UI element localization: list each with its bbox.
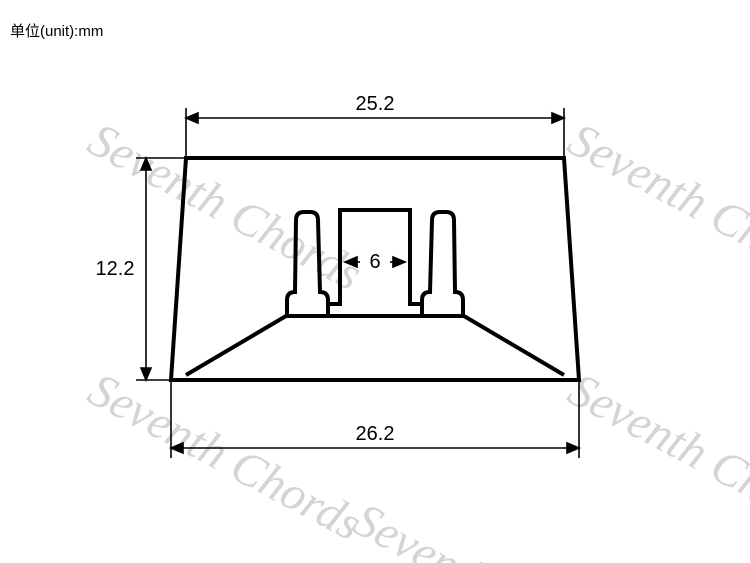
watermark-group: Seventh Chords Seventh Chords Seventh Ch… [80,113,750,563]
watermark-text: Seventh Chords [560,113,750,301]
watermark-text: Seventh Chords [560,363,750,551]
watermark-text: Seventh Chords [80,363,371,551]
dim-inner-value: 6 [369,251,380,273]
dim-top-value: 25.2 [356,93,395,115]
dim-top: 25.2 [186,93,564,156]
dim-left-value: 12.2 [96,258,135,280]
base-ramp [186,316,564,375]
dim-bottom-value: 26.2 [356,423,395,445]
right-prong [422,212,463,316]
watermark-text: Seventh Chords [345,493,636,563]
technical-drawing: Seventh Chords Seventh Chords Seventh Ch… [0,0,750,563]
